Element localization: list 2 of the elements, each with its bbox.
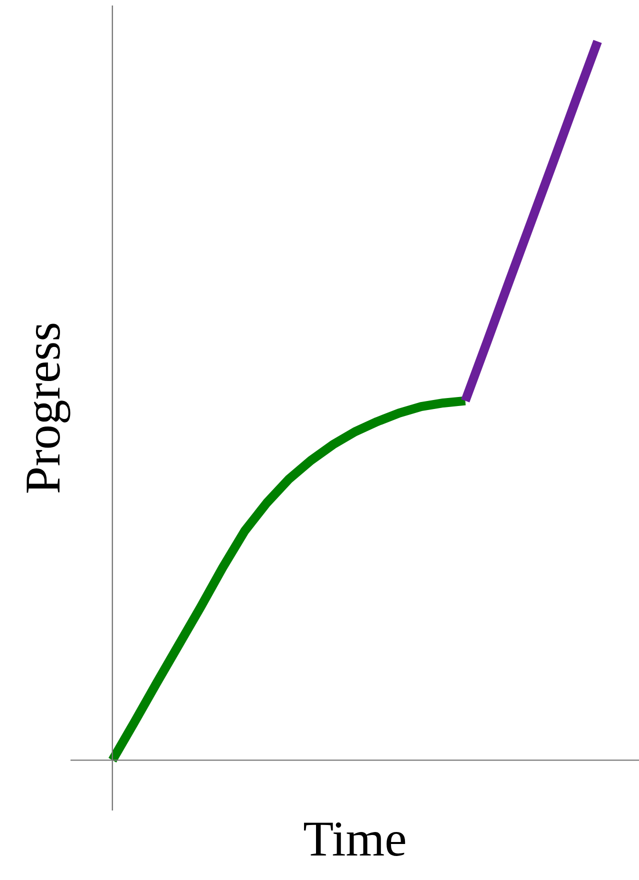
x-axis-title: Time [303, 810, 407, 866]
y-axis-title: Progress [14, 322, 70, 494]
